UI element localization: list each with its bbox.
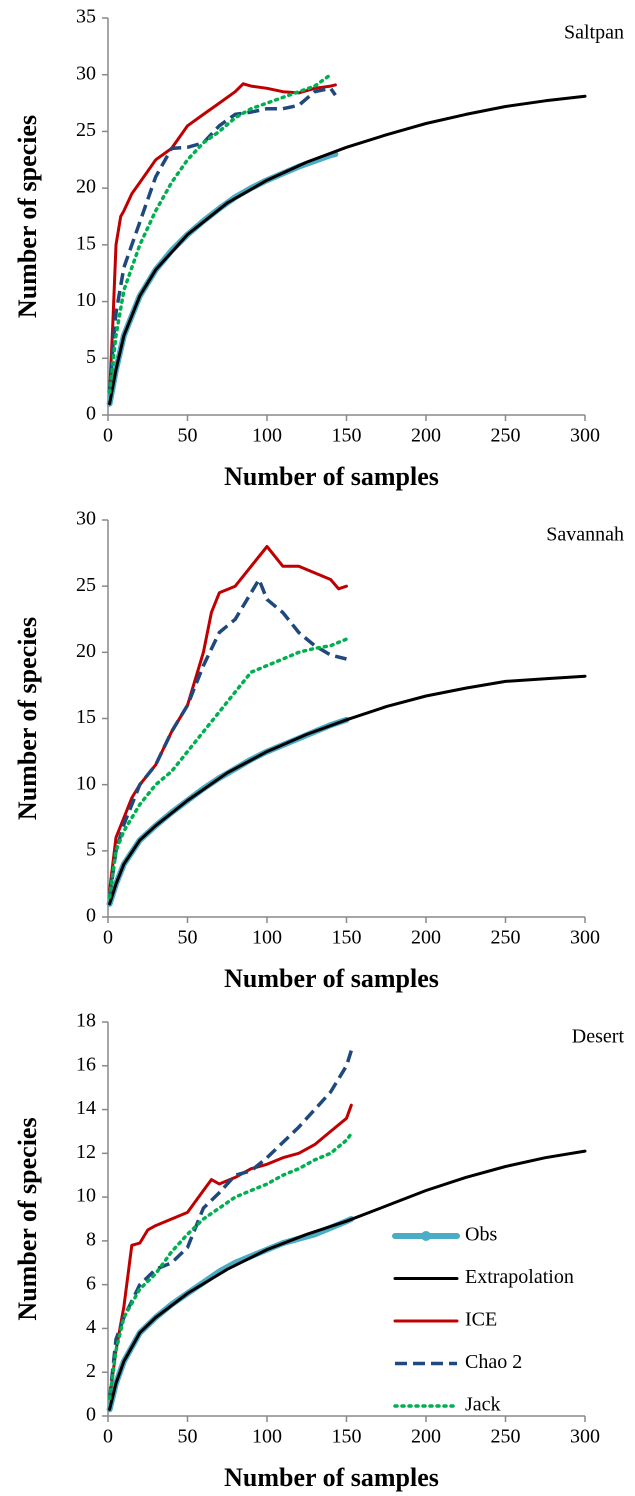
series-line [108, 545, 348, 892]
y-tick-label: 25 [76, 574, 96, 596]
x-tick-label: 300 [570, 1426, 600, 1448]
x-tick-label: 150 [332, 425, 362, 447]
y-tick-label: 5 [86, 346, 96, 368]
x-tick-label: 200 [411, 927, 441, 949]
y-tick-label: 15 [76, 706, 96, 728]
x-tick-label: 100 [252, 425, 282, 447]
y-tick-label: 5 [86, 838, 96, 860]
x-tick-label: 0 [103, 927, 113, 949]
legend-label: ICE [465, 1309, 497, 1331]
x-tick-label: 50 [178, 927, 198, 949]
y-axis-title: Number of species [13, 617, 42, 820]
y-tick-label: 25 [76, 119, 96, 141]
x-tick-label: 200 [411, 1426, 441, 1448]
x-tick-label: 0 [103, 1426, 113, 1448]
y-tick-label: 4 [86, 1316, 96, 1338]
x-tick-label: 300 [570, 927, 600, 949]
y-tick-label: 18 [76, 1010, 96, 1032]
y-tick-label: 12 [76, 1141, 96, 1163]
y-tick-label: 15 [76, 232, 96, 254]
x-axis-title: Number of samples [224, 964, 439, 993]
series-line [108, 674, 587, 906]
x-tick-label: 100 [252, 927, 282, 949]
y-tick-label: 30 [76, 62, 96, 84]
y-tick-label: 0 [86, 1404, 96, 1426]
panel-title: Desert [572, 1026, 625, 1048]
series-line [106, 151, 339, 407]
y-tick-label: 16 [76, 1053, 96, 1075]
legend-label: Jack [465, 1394, 501, 1416]
y-tick-label: 6 [86, 1272, 96, 1294]
legend-label: Chao 2 [465, 1351, 522, 1373]
series-line [107, 577, 347, 898]
series-line [106, 1216, 355, 1413]
x-axis-title: Number of samples [224, 1463, 439, 1492]
panel-title: Saltpan [564, 22, 624, 44]
panel-title: Savannah [546, 524, 624, 546]
x-axis-title: Number of samples [224, 462, 439, 491]
x-tick-label: 250 [491, 927, 521, 949]
series-line [107, 637, 349, 899]
y-tick-label: 10 [76, 772, 96, 794]
y-tick-label: 14 [76, 1097, 96, 1119]
y-tick-label: 35 [76, 6, 96, 28]
series-line [107, 1049, 353, 1399]
legend-marker [421, 1231, 431, 1241]
legend-label: Obs [465, 1224, 497, 1246]
y-tick-label: 10 [76, 289, 96, 311]
y-tick-label: 2 [86, 1360, 96, 1382]
series-line [106, 716, 350, 907]
x-tick-label: 250 [491, 425, 521, 447]
x-tick-label: 50 [178, 425, 198, 447]
x-tick-label: 150 [332, 927, 362, 949]
series-line [107, 72, 333, 395]
x-tick-label: 50 [178, 1426, 198, 1448]
series-line [107, 1131, 354, 1401]
y-tick-label: 20 [76, 176, 96, 198]
y-tick-label: 0 [86, 403, 96, 425]
series-line [108, 94, 587, 406]
y-tick-label: 8 [86, 1228, 96, 1250]
x-tick-label: 100 [252, 1426, 282, 1448]
x-tick-label: 200 [411, 425, 441, 447]
series-line [108, 82, 337, 394]
series-line [108, 1149, 587, 1411]
y-tick-label: 0 [86, 905, 96, 927]
x-tick-label: 300 [570, 425, 600, 447]
y-axis-title: Number of species [13, 1117, 42, 1320]
x-tick-label: 250 [491, 1426, 521, 1448]
y-tick-label: 10 [76, 1185, 96, 1207]
legend-label: Extrapolation [465, 1266, 574, 1288]
series-line [108, 1103, 353, 1400]
y-tick-label: 20 [76, 640, 96, 662]
y-axis-title: Number of species [13, 115, 42, 318]
y-tick-label: 30 [76, 508, 96, 530]
x-tick-label: 150 [332, 1426, 362, 1448]
x-tick-label: 0 [103, 425, 113, 447]
